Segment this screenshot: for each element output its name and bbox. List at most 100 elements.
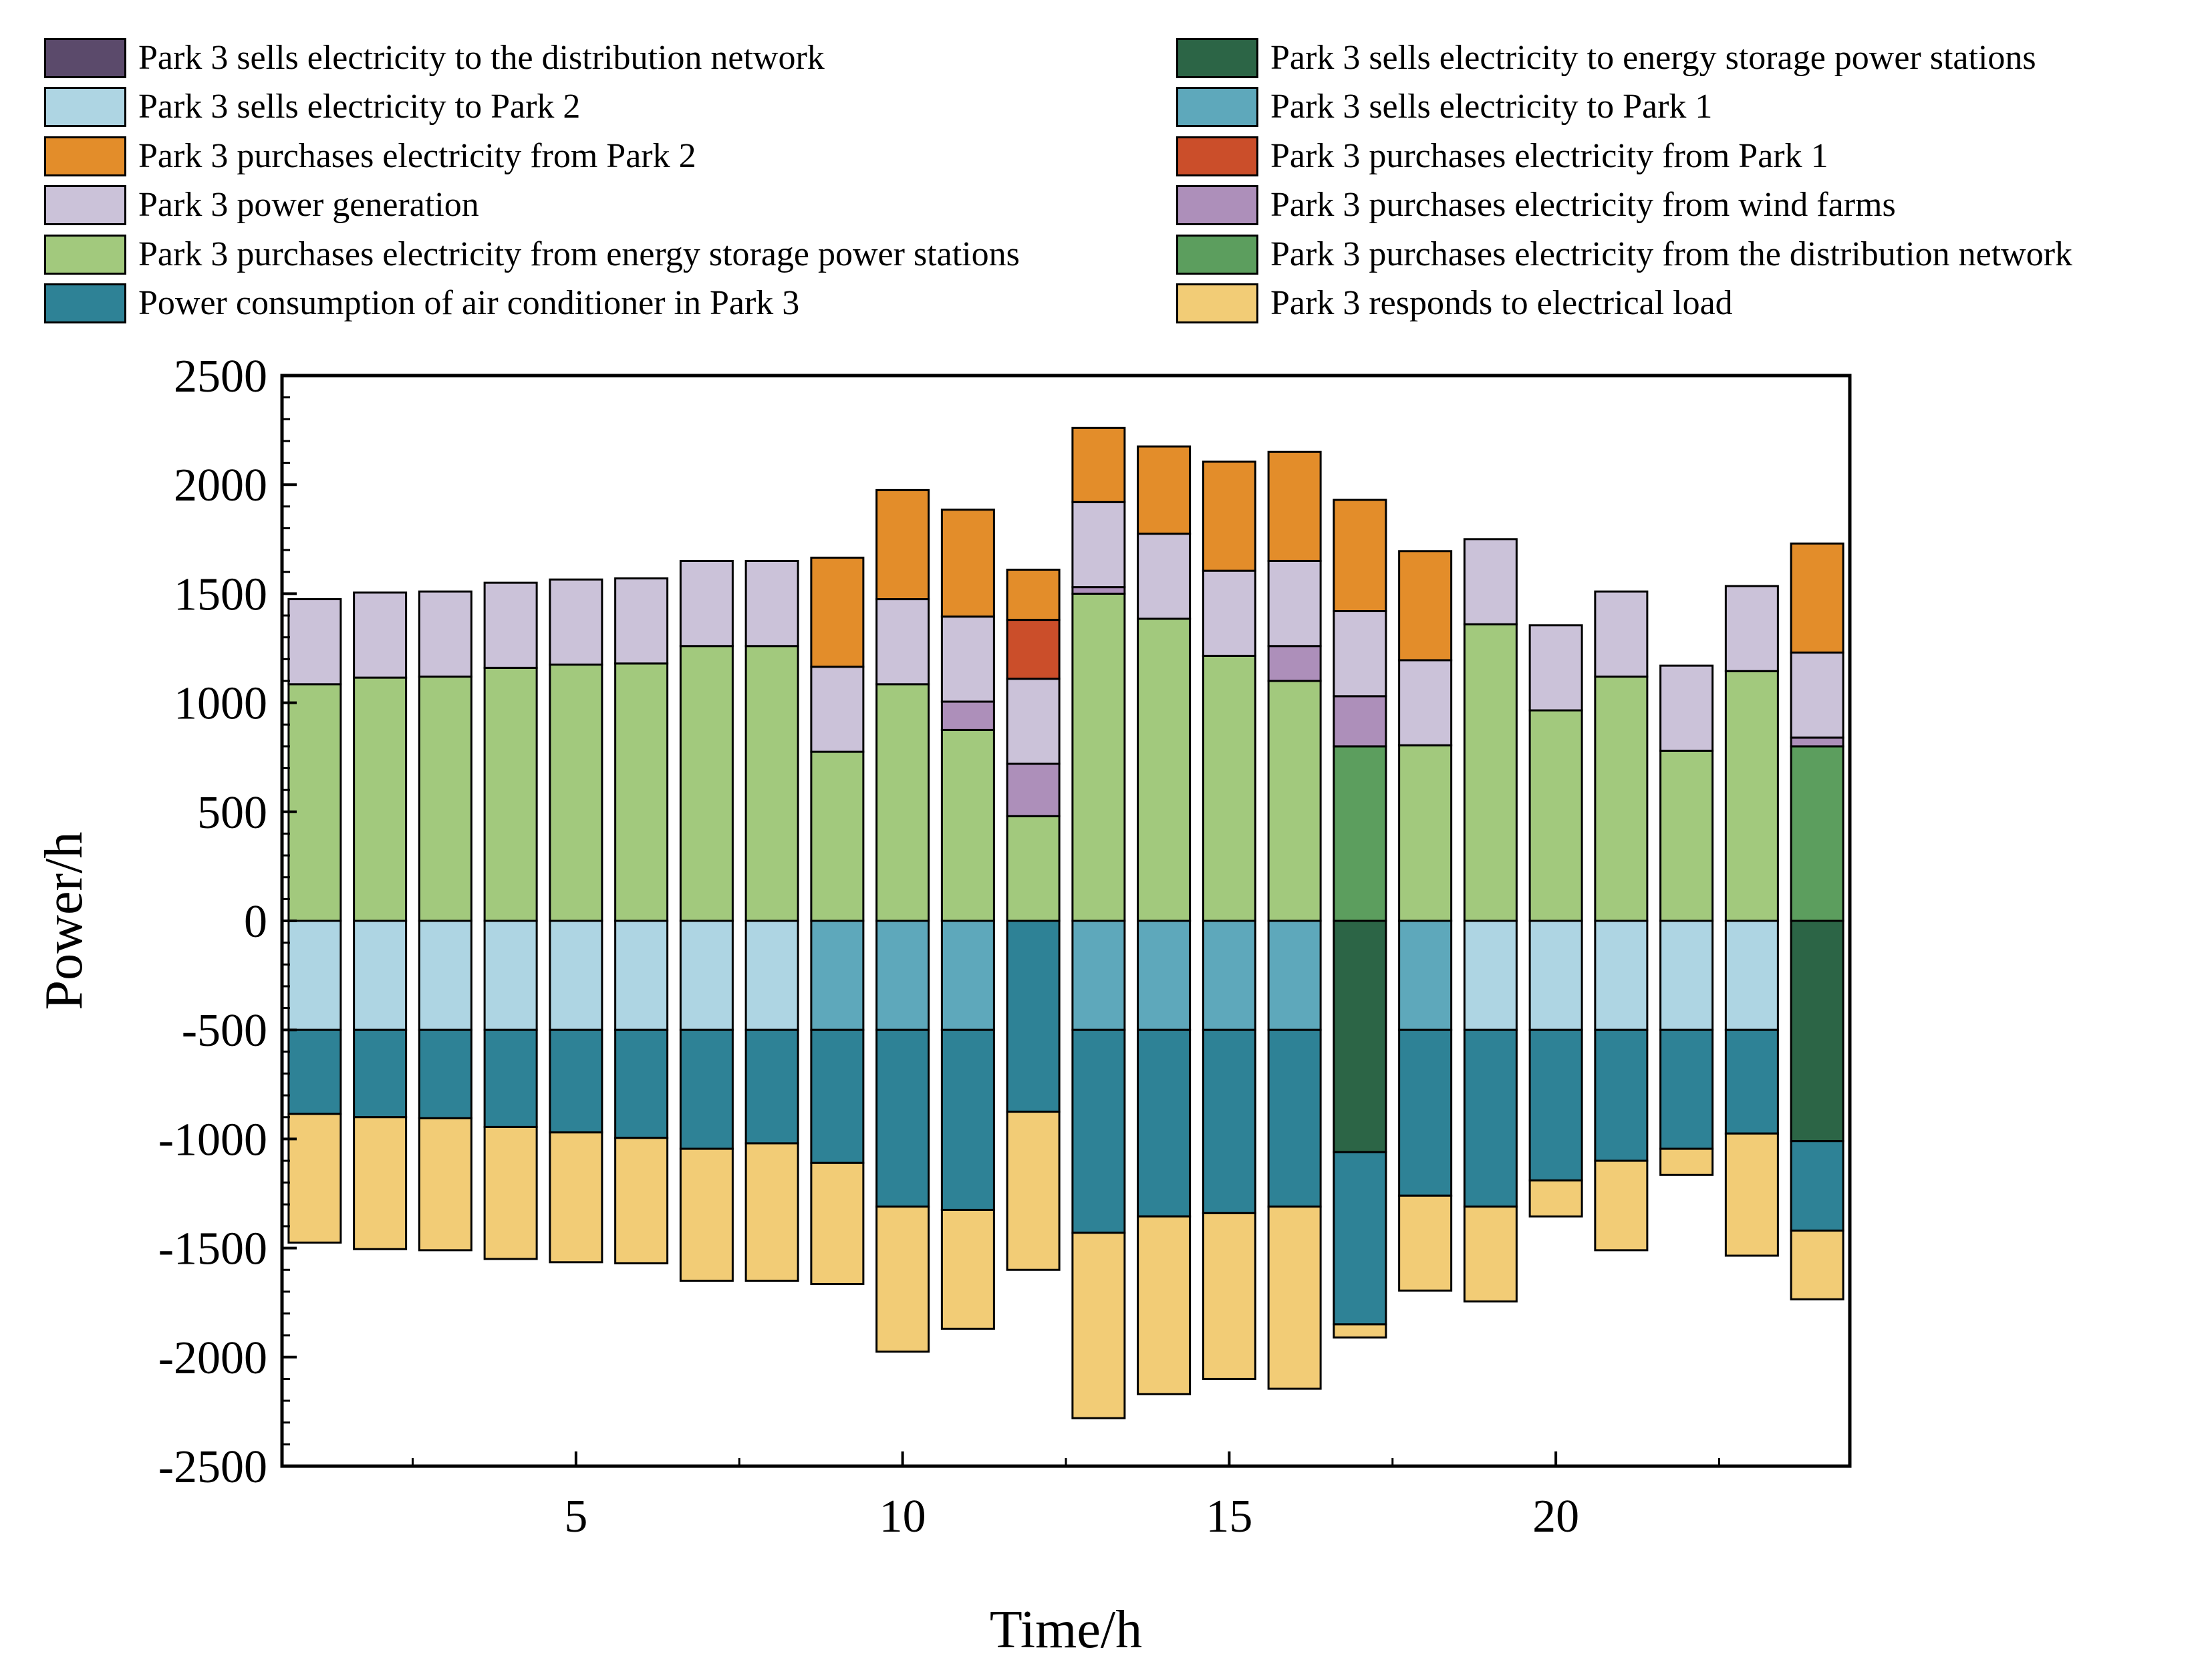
bar-park-3-responds-to-electrical-load-t1 bbox=[287, 1113, 342, 1244]
bar-park-3-purchases-electricity-from-the-distribution-network-t17 bbox=[1333, 745, 1387, 922]
bar-park-3-power-generation-t3 bbox=[418, 590, 472, 678]
bar-park-3-purchases-electricity-from-park-2-t10 bbox=[875, 488, 930, 601]
bar-park-3-purchases-electricity-from-energy-storage-power-stations-t4 bbox=[483, 666, 538, 922]
legend-sell-energy-storage: Park 3 sells electricity to energy stora… bbox=[1176, 33, 2072, 83]
bar-park-3-sells-electricity-to-park-2-t4 bbox=[483, 920, 538, 1031]
bar-park-3-responds-to-electrical-load-t23 bbox=[1724, 1132, 1779, 1257]
bar-power-consumption-of-air-conditioner-in-park-3-t3 bbox=[418, 1028, 472, 1119]
bar-park-3-responds-to-electrical-load-t6 bbox=[614, 1137, 669, 1264]
bar-power-consumption-of-air-conditioner-in-park-3-t8 bbox=[744, 1028, 799, 1145]
bar-park-3-responds-to-electrical-load-t15 bbox=[1202, 1212, 1256, 1380]
bar-park-3-sells-electricity-to-park-2-t20 bbox=[1528, 920, 1583, 1031]
legend-electrical-load-response: Park 3 responds to electrical load bbox=[1176, 279, 2072, 329]
bar-park-3-purchases-electricity-from-energy-storage-power-stations-t13 bbox=[1071, 592, 1126, 922]
bar-power-consumption-of-air-conditioner-in-park-3-t14 bbox=[1137, 1028, 1192, 1218]
bar-park-3-purchases-electricity-from-the-distribution-network-t24 bbox=[1790, 745, 1844, 922]
bar-park-3-purchases-electricity-from-park-2-t13 bbox=[1071, 426, 1126, 503]
bar-park-3-purchases-electricity-from-energy-storage-power-stations-t14 bbox=[1137, 617, 1192, 922]
bar-park-3-sells-electricity-to-park-2-t6 bbox=[614, 920, 669, 1031]
bar-park-3-responds-to-electrical-load-t18 bbox=[1398, 1194, 1453, 1292]
bar-park-3-purchases-electricity-from-park-2-t15 bbox=[1202, 460, 1256, 572]
bar-park-3-responds-to-electrical-load-t17 bbox=[1333, 1323, 1387, 1339]
bar-park-3-responds-to-electrical-load-t12 bbox=[1006, 1111, 1061, 1271]
bar-park-3-purchases-electricity-from-park-2-t24 bbox=[1790, 542, 1844, 654]
bar-park-3-power-generation-t6 bbox=[614, 577, 669, 665]
bar-park-3-purchases-electricity-from-wind-farms-t17 bbox=[1333, 695, 1387, 748]
legend-power-generation: Park 3 power generation bbox=[44, 181, 1020, 231]
bar-power-consumption-of-air-conditioner-in-park-3-t6 bbox=[614, 1028, 669, 1139]
bar-park-3-purchases-electricity-from-energy-storage-power-stations-t10 bbox=[875, 683, 930, 922]
y-tick-label: -2500 bbox=[158, 1441, 267, 1493]
bar-park-3-purchases-electricity-from-energy-storage-power-stations-t2 bbox=[353, 676, 408, 922]
x-axis-label: Time/h bbox=[990, 1600, 1142, 1659]
bar-park-3-purchases-electricity-from-park-2-t14 bbox=[1137, 445, 1192, 535]
bar-power-consumption-of-air-conditioner-in-park-3-t10 bbox=[875, 1028, 930, 1208]
bar-park-3-sells-electricity-to-park-1-t13 bbox=[1071, 920, 1126, 1031]
bar-park-3-purchases-electricity-from-energy-storage-power-stations-t1 bbox=[287, 683, 342, 922]
bar-park-3-sells-electricity-to-park-2-t21 bbox=[1594, 920, 1649, 1031]
bar-park-3-purchases-electricity-from-park-2-t18 bbox=[1398, 550, 1453, 662]
bar-park-3-purchases-electricity-from-energy-storage-power-stations-t7 bbox=[679, 645, 734, 922]
legend-label: Park 3 sells electricity to Park 1 bbox=[1270, 88, 1713, 126]
bar-park-3-purchases-electricity-from-energy-storage-power-stations-t20 bbox=[1528, 709, 1583, 922]
bar-park-3-sells-electricity-to-park-2-t7 bbox=[679, 920, 734, 1031]
bar-park-3-sells-electricity-to-energy-storage-power-stations-t17 bbox=[1333, 920, 1387, 1153]
y-tick-label: 2500 bbox=[174, 351, 267, 402]
bar-park-3-sells-electricity-to-park-2-t5 bbox=[549, 920, 603, 1031]
legend-label: Park 3 power generation bbox=[138, 186, 479, 225]
bar-park-3-power-generation-t19 bbox=[1463, 538, 1518, 625]
y-axis-label: Power/h bbox=[35, 832, 94, 1010]
bar-park-3-responds-to-electrical-load-t4 bbox=[483, 1125, 538, 1260]
y-tick-label: -500 bbox=[182, 1005, 267, 1057]
bar-power-consumption-of-air-conditioner-in-park-3-t18 bbox=[1398, 1028, 1453, 1197]
bar-park-3-responds-to-electrical-load-t16 bbox=[1267, 1206, 1322, 1390]
bar-park-3-responds-to-electrical-load-t24 bbox=[1790, 1229, 1844, 1300]
bar-park-3-purchases-electricity-from-energy-storage-power-stations-t3 bbox=[418, 675, 472, 922]
bar-power-consumption-of-air-conditioner-in-park-3-t24 bbox=[1790, 1140, 1844, 1232]
legend-swatch bbox=[44, 87, 126, 128]
bar-park-3-responds-to-electrical-load-t2 bbox=[353, 1116, 408, 1250]
bar-park-3-power-generation-t9 bbox=[810, 666, 865, 753]
legend-swatch bbox=[1176, 234, 1258, 275]
x-tick-label: 15 bbox=[1206, 1491, 1252, 1542]
bar-park-3-power-generation-t18 bbox=[1398, 659, 1453, 746]
bar-park-3-power-generation-t2 bbox=[353, 591, 408, 679]
bar-park-3-purchases-electricity-from-energy-storage-power-stations-t5 bbox=[549, 663, 603, 922]
bar-park-3-power-generation-t11 bbox=[940, 615, 995, 703]
bar-park-3-power-generation-t20 bbox=[1528, 624, 1583, 712]
bar-park-3-sells-electricity-to-park-2-t19 bbox=[1463, 920, 1518, 1031]
legend-swatch bbox=[44, 283, 126, 324]
legend-swatch bbox=[1176, 185, 1258, 226]
bar-power-consumption-of-air-conditioner-in-park-3-t22 bbox=[1659, 1028, 1714, 1150]
legend-swatch bbox=[1176, 283, 1258, 324]
bar-power-consumption-of-air-conditioner-in-park-3-t5 bbox=[549, 1028, 603, 1134]
bar-park-3-responds-to-electrical-load-t20 bbox=[1528, 1179, 1583, 1218]
bar-park-3-purchases-electricity-from-park-2-t11 bbox=[940, 509, 995, 618]
legend-purchase-park-1: Park 3 purchases electricity from Park 1 bbox=[1176, 132, 2072, 181]
legend-swatch bbox=[44, 37, 126, 78]
legend-swatch bbox=[1176, 136, 1258, 176]
bar-park-3-purchases-electricity-from-energy-storage-power-stations-t23 bbox=[1724, 670, 1779, 922]
legend-purchase-distribution-network: Park 3 purchases electricity from the di… bbox=[1176, 230, 2072, 279]
bar-park-3-power-generation-t10 bbox=[875, 598, 930, 686]
bar-park-3-responds-to-electrical-load-t8 bbox=[744, 1142, 799, 1282]
bar-park-3-sells-electricity-to-park-2-t3 bbox=[418, 920, 472, 1031]
bar-park-3-purchases-electricity-from-park-2-t16 bbox=[1267, 450, 1322, 562]
bar-park-3-power-generation-t4 bbox=[483, 581, 538, 669]
bar-park-3-sells-electricity-to-park-2-t1 bbox=[287, 920, 342, 1031]
bar-park-3-responds-to-electrical-load-t3 bbox=[418, 1117, 472, 1252]
bar-park-3-sells-electricity-to-energy-storage-power-stations-t24 bbox=[1790, 920, 1844, 1143]
bar-park-3-purchases-electricity-from-energy-storage-power-stations-t12 bbox=[1006, 815, 1061, 922]
bar-park-3-power-generation-t13 bbox=[1071, 501, 1126, 589]
legend-label: Park 3 sells electricity to energy stora… bbox=[1270, 38, 2036, 77]
y-axis: -2500 -2000 -1500 -1000 -500 0 500 1000 1500 2000… bbox=[158, 351, 297, 1493]
bar-power-consumption-of-air-conditioner-in-park-3-t12 bbox=[1006, 920, 1061, 1113]
bar-park-3-sells-electricity-to-park-1-t15 bbox=[1202, 920, 1256, 1031]
bar-park-3-purchases-electricity-from-energy-storage-power-stations-t19 bbox=[1463, 623, 1518, 922]
bar-power-consumption-of-air-conditioner-in-park-3-t19 bbox=[1463, 1028, 1518, 1208]
bar-power-consumption-of-air-conditioner-in-park-3-t15 bbox=[1202, 1028, 1256, 1214]
bar-park-3-responds-to-electrical-load-t21 bbox=[1594, 1159, 1649, 1252]
bar-park-3-sells-electricity-to-park-1-t18 bbox=[1398, 920, 1453, 1031]
bar-park-3-power-generation-t21 bbox=[1594, 590, 1649, 678]
bar-park-3-sells-electricity-to-park-1-t10 bbox=[875, 920, 930, 1031]
